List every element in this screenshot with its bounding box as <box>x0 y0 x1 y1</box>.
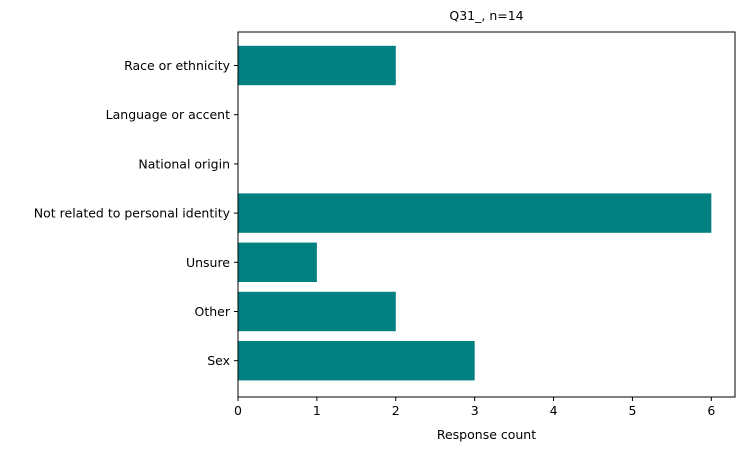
x-axis-label: Response count <box>437 427 536 442</box>
y-tick-label: Language or accent <box>106 107 230 122</box>
x-tick-label: 0 <box>234 403 242 418</box>
y-tick-label: Unsure <box>186 255 230 270</box>
y-tick-label: Sex <box>207 353 230 368</box>
x-axis-ticks: 0 1 2 3 4 5 6 <box>234 397 715 418</box>
bar-sex <box>238 341 475 381</box>
y-tick-label: National origin <box>138 156 230 171</box>
x-tick-label: 2 <box>392 403 400 418</box>
bar-other <box>238 291 396 332</box>
x-tick-label: 6 <box>707 403 715 418</box>
x-tick-label: 3 <box>471 403 479 418</box>
y-tick-label: Not related to personal identity <box>34 206 231 221</box>
x-tick-label: 5 <box>628 403 636 418</box>
bar-race-or-ethnicity <box>238 45 396 86</box>
x-tick-label: 1 <box>313 403 321 418</box>
bar-unsure <box>238 242 317 282</box>
bar-not-related-to-personal-identity <box>238 193 712 233</box>
y-tick-label: Other <box>195 304 231 319</box>
y-axis-ticks: Race or ethnicity Language or accent Natio… <box>34 58 238 368</box>
plot-frame <box>237 31 736 398</box>
chart-title: Q31_, n=14 <box>449 8 523 23</box>
x-tick-label: 4 <box>550 403 558 418</box>
bars-group <box>238 45 712 381</box>
y-tick-label: Race or ethnicity <box>124 58 231 73</box>
